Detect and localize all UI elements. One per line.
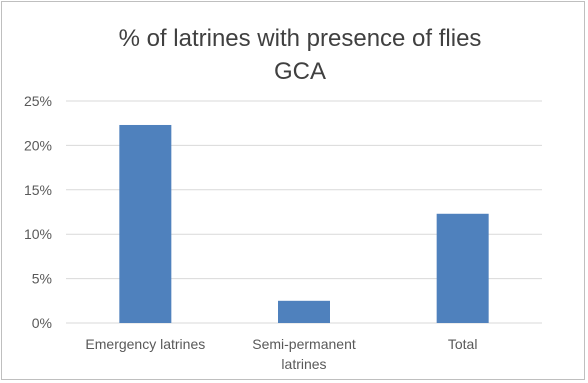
bar xyxy=(119,124,172,323)
x-category-label: Semi-permanent xyxy=(252,336,356,352)
bars xyxy=(119,124,489,323)
chart-title-line-2: GCA xyxy=(274,58,326,85)
y-tick-label: 5% xyxy=(32,271,52,287)
y-tick-label: 10% xyxy=(24,226,52,242)
x-axis-category-labels: Emergency latrines Semi-permanent latrines… xyxy=(85,336,477,372)
bar xyxy=(436,213,489,323)
x-category-label: Emergency latrines xyxy=(85,336,205,352)
y-tick-label: 20% xyxy=(24,137,52,153)
chart-title-line-1: % of latrines with presence of flies xyxy=(119,25,482,52)
bar xyxy=(278,300,330,323)
y-tick-label: 0% xyxy=(32,315,52,331)
y-tick-label: 25% xyxy=(24,93,52,109)
x-category-label: Total xyxy=(448,336,478,352)
x-category-label: latrines xyxy=(281,356,326,372)
y-tick-label: 15% xyxy=(24,182,52,198)
y-axis-tick-labels: 0% 5% 10% 15% 20% 25% xyxy=(24,93,52,331)
